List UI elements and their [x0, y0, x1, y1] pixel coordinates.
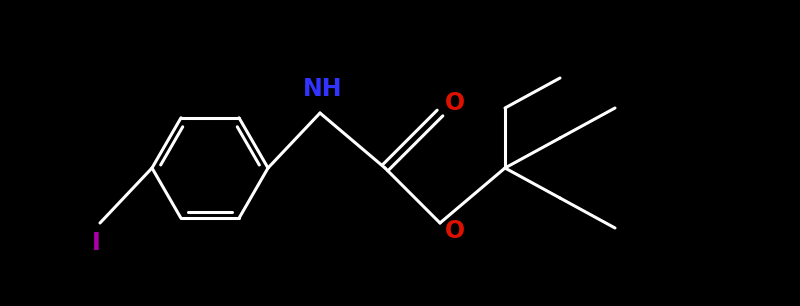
Text: NH: NH — [303, 77, 342, 101]
Text: O: O — [445, 219, 465, 243]
Text: O: O — [445, 91, 465, 115]
Text: I: I — [92, 231, 100, 255]
